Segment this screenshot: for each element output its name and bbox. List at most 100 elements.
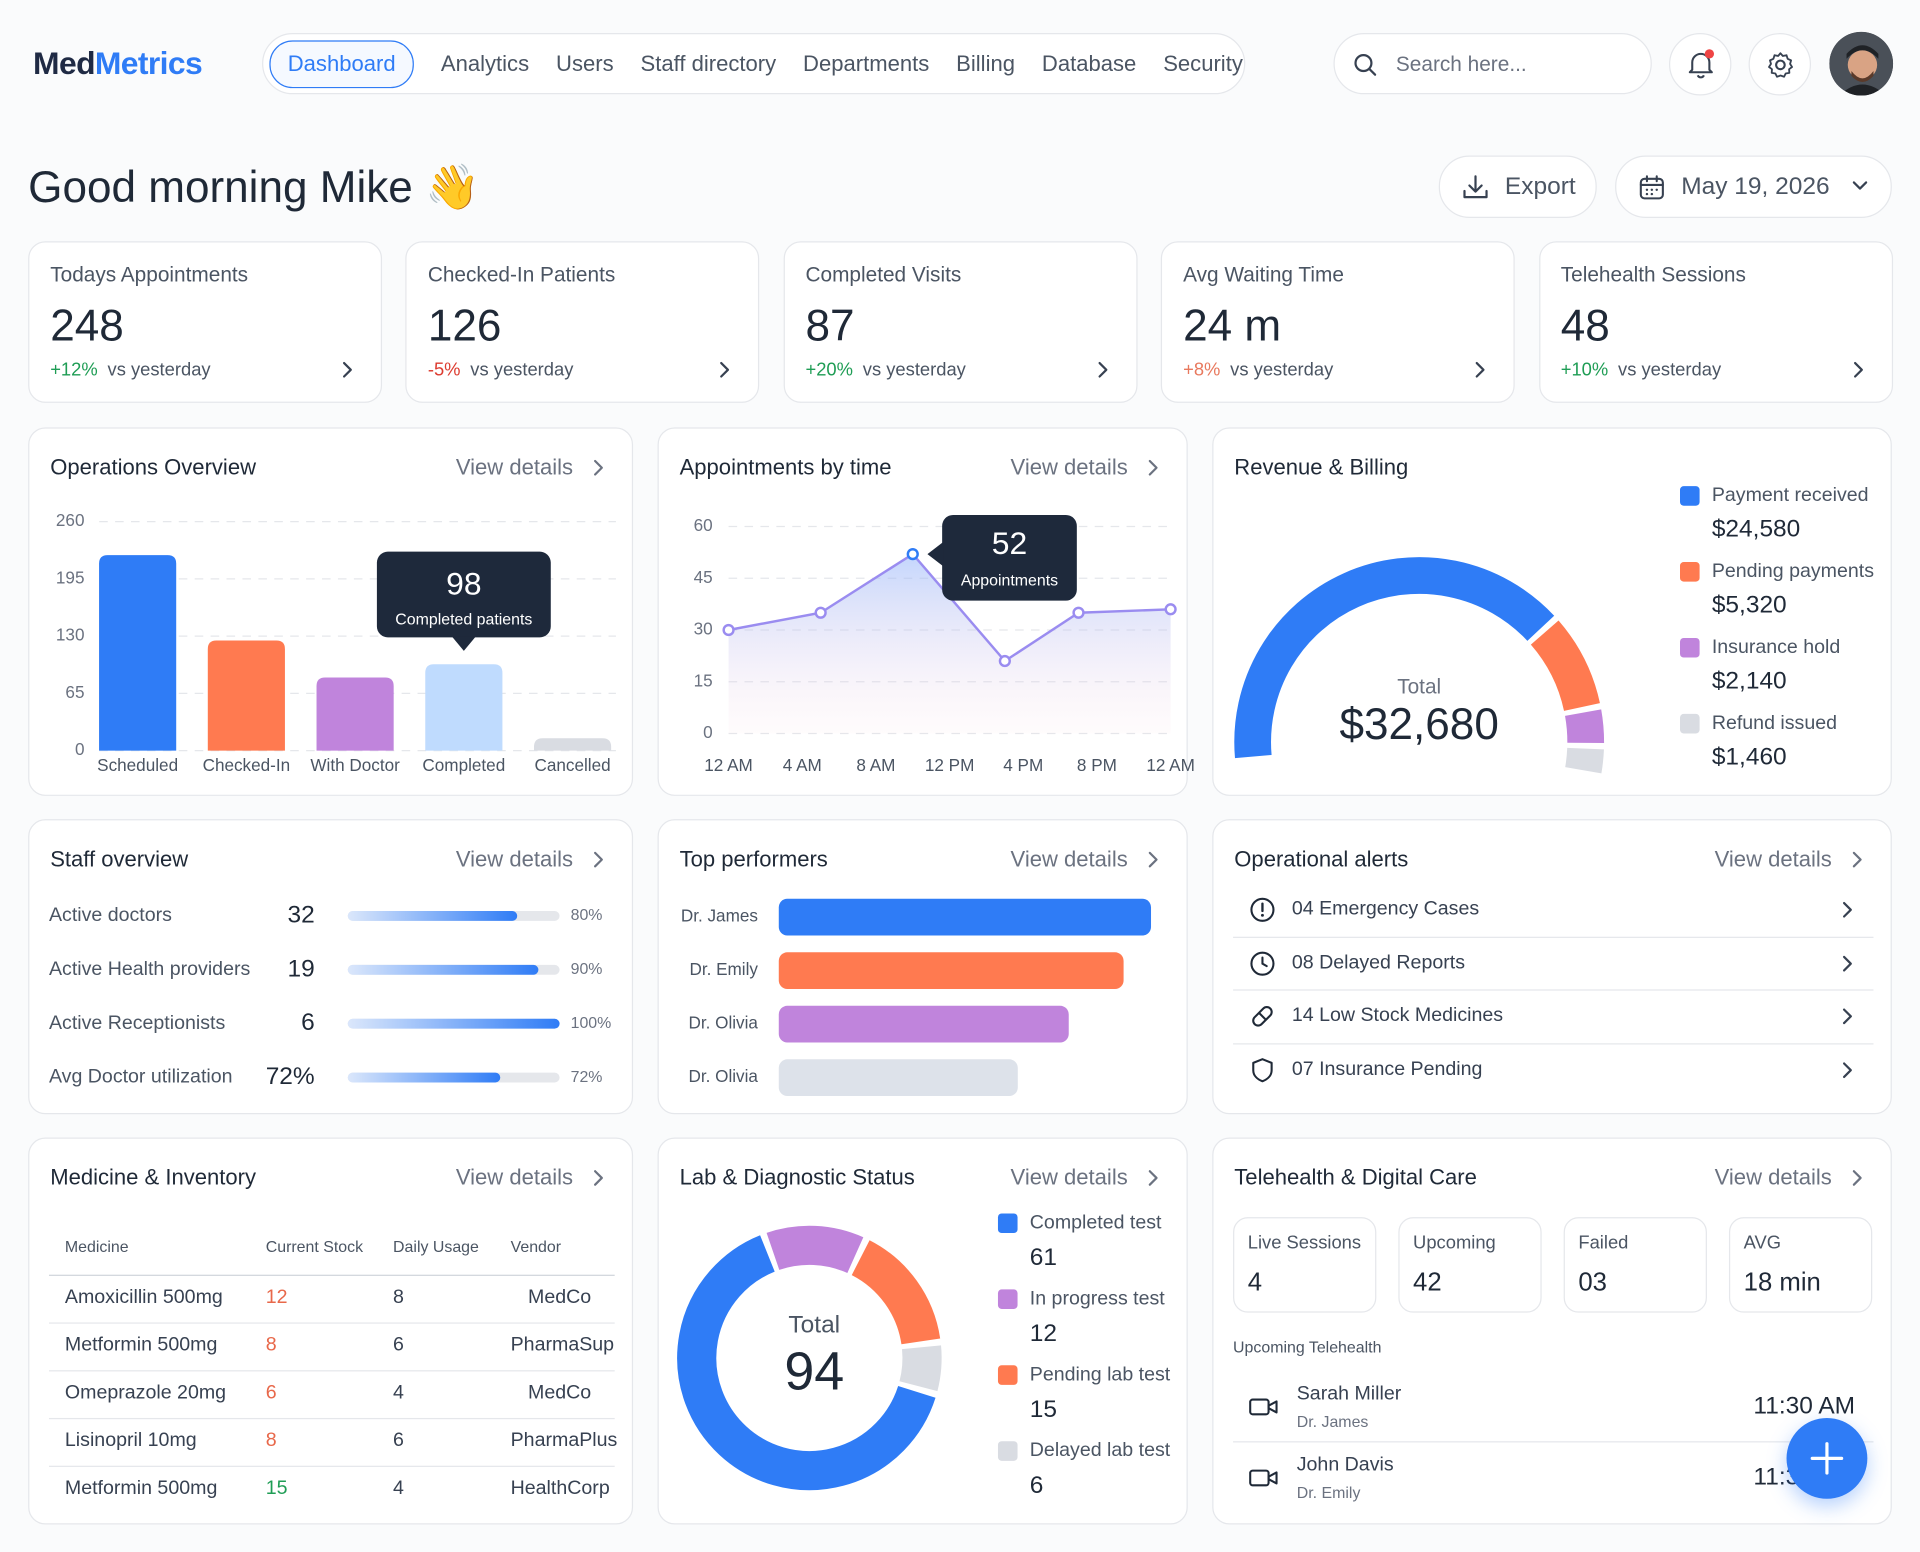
plus-icon xyxy=(1810,1442,1844,1475)
card-title: Top performers xyxy=(679,846,828,872)
alert-icon-part xyxy=(1250,897,1275,922)
view-details[interactable]: View details xyxy=(1010,1165,1128,1190)
chevron xyxy=(1148,1170,1158,1186)
kpi-card[interactable]: Completed Visits 87 +20% vs yesterday xyxy=(783,241,1138,403)
staff-chart: Active doctors 32 80% Active Health provide… xyxy=(49,901,611,1090)
table-cell: 8 xyxy=(393,1286,404,1308)
nav-item[interactable]: Billing xyxy=(956,50,1015,76)
stat-label: Upcoming xyxy=(1413,1232,1496,1254)
x-tick-label: Completed xyxy=(422,755,505,775)
nav-item[interactable]: Database xyxy=(1041,50,1137,76)
settings-button[interactable] xyxy=(1748,33,1812,96)
avatar-face-part xyxy=(1846,45,1879,59)
bar xyxy=(778,1005,1069,1043)
alert-text: 04 Emergency Cases xyxy=(1291,898,1480,920)
download-icon-part xyxy=(1468,175,1483,193)
x-tick-label: Checked-In xyxy=(203,755,291,775)
point xyxy=(998,654,1011,668)
card-title: Revenue & Billing xyxy=(1234,454,1409,480)
chevron-part xyxy=(1148,459,1158,476)
doctor-name: Dr. James xyxy=(1296,1412,1369,1431)
operations-chart: 0 65 130 195 260 Scheduled Checked-In With Doct… xyxy=(56,510,616,775)
date-picker[interactable]: May 19, 2026 xyxy=(1615,155,1892,218)
nav-item[interactable]: Departments xyxy=(803,50,930,76)
kpi-change-row: +8% vs yesterday xyxy=(1183,359,1333,380)
table-header: Current Stock xyxy=(265,1237,364,1256)
calendar-icon-part xyxy=(1639,177,1664,200)
point xyxy=(1164,603,1177,616)
export-button[interactable]: Export xyxy=(1438,155,1597,218)
x-tick-label: 8 PM xyxy=(1077,755,1117,775)
session-time: 11:30 AM xyxy=(1753,1392,1856,1420)
legend-swatch xyxy=(997,1213,1018,1234)
gauge-segment xyxy=(1564,709,1605,744)
kpi-card[interactable]: Telehealth Sessions 48 +10% vs yesterday xyxy=(1538,241,1893,403)
view-details[interactable]: View details xyxy=(1714,1165,1832,1190)
nav-item[interactable]: Users xyxy=(556,50,614,76)
table-cell: PharmaPlus xyxy=(510,1430,618,1452)
search-box[interactable]: Search here... xyxy=(1333,33,1652,95)
progress-bar xyxy=(347,911,518,921)
legend-label: Pending payments xyxy=(1712,560,1874,582)
alert-row[interactable]: 08 Delayed Reports xyxy=(1233,939,1873,988)
kpi-card[interactable]: Todays Appointments 248 +12% vs yesterday xyxy=(28,241,383,403)
download-icon xyxy=(1463,175,1488,199)
alert-icon-part xyxy=(1252,1058,1273,1083)
doctor-name: Dr. Emily xyxy=(1296,1483,1361,1502)
view-details[interactable]: View details xyxy=(1010,454,1128,480)
nav-item[interactable]: Security xyxy=(1163,50,1243,76)
chevron-part xyxy=(594,851,603,868)
chevron-part xyxy=(1475,361,1485,378)
gear-icon xyxy=(1768,52,1793,78)
x-tick-label: With Doctor xyxy=(310,755,400,775)
bell-icon-part xyxy=(1696,74,1705,79)
bar xyxy=(534,738,612,751)
plus-icon-part xyxy=(1810,1442,1844,1475)
chevron-part xyxy=(1853,361,1863,378)
y-tick-label: Dr. Emily xyxy=(689,959,758,979)
y-tick-label: 65 xyxy=(65,682,84,702)
x-tick-label: Scheduled xyxy=(97,755,178,775)
chevron-part xyxy=(594,459,603,476)
alert-row[interactable]: 07 Insurance Pending xyxy=(1233,1046,1873,1095)
alert-icon xyxy=(1252,1058,1273,1083)
table-cell: HealthCorp xyxy=(510,1477,610,1499)
view-details[interactable]: View details xyxy=(455,1165,574,1190)
alert-row[interactable]: 04 Emergency Cases xyxy=(1233,885,1873,934)
alert-row[interactable]: 14 Low Stock Medicines xyxy=(1233,992,1873,1041)
search-icon-part xyxy=(1354,54,1373,73)
chevron-part xyxy=(342,361,352,378)
bar xyxy=(99,555,177,751)
stat-label: AVG xyxy=(1743,1232,1782,1254)
view-details[interactable]: View details xyxy=(1010,846,1128,872)
y-tick-label: Dr. Olivia xyxy=(688,1013,758,1033)
table-header: Vendor xyxy=(510,1237,562,1256)
table-cell: PharmaSup xyxy=(510,1334,615,1356)
chevron xyxy=(1148,851,1158,868)
view-details[interactable]: View details xyxy=(455,454,574,480)
legend-label: In progress test xyxy=(1030,1287,1165,1309)
table-cell: Metformin 500mg xyxy=(64,1334,218,1356)
view-details[interactable]: View details xyxy=(1714,846,1832,872)
nav-item[interactable]: Dashboard xyxy=(269,39,414,88)
chevron xyxy=(594,459,603,476)
kpi-title: Todays Appointments xyxy=(50,263,249,287)
kpi-card[interactable]: Checked-In Patients 126 -5% vs yesterday xyxy=(405,241,760,403)
kpi-change: +10% xyxy=(1560,359,1609,381)
x-tick-label: 12 AM xyxy=(704,755,753,775)
add-button[interactable] xyxy=(1786,1417,1868,1499)
progress-bar xyxy=(347,1072,501,1083)
kpi-card[interactable]: Avg Waiting Time 24 m +8% vs yesterday xyxy=(1161,241,1515,403)
alert-icon-part xyxy=(1260,913,1264,917)
notification-button[interactable] xyxy=(1668,33,1732,96)
legend-value: $5,320 xyxy=(1712,592,1787,619)
tooltip-pointer xyxy=(451,636,477,651)
legend-value: 15 xyxy=(1030,1396,1057,1423)
avatar[interactable] xyxy=(1829,31,1894,96)
nav-item[interactable]: Analytics xyxy=(440,50,530,76)
nav-item[interactable]: Staff directory xyxy=(640,50,777,76)
view-details[interactable]: View details xyxy=(455,846,574,872)
table-cell: 8 xyxy=(265,1430,277,1452)
kpi-change: +20% xyxy=(805,359,853,381)
